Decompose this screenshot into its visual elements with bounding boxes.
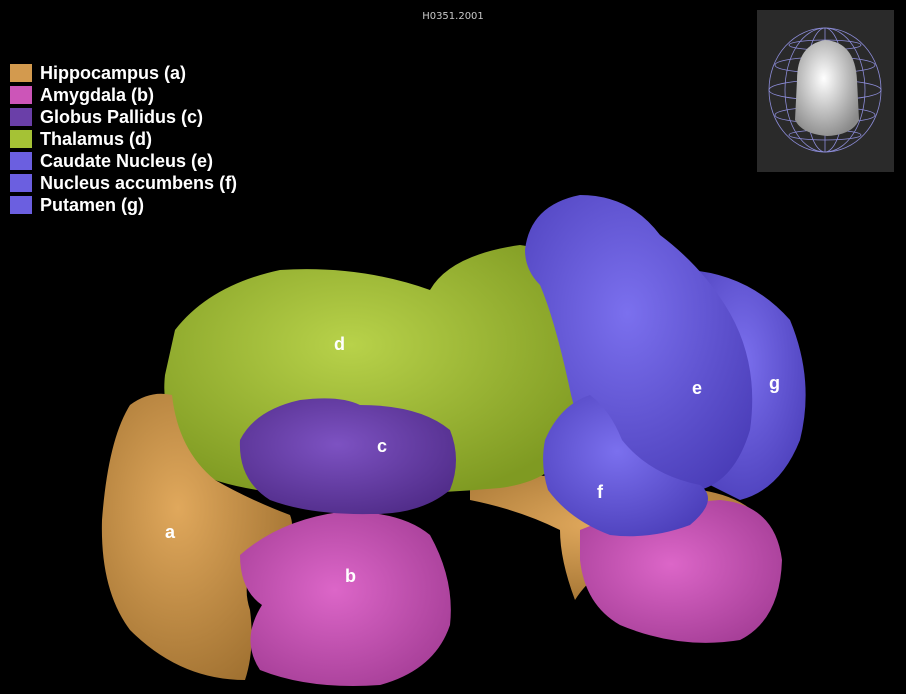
legend-swatch (10, 86, 32, 104)
legend-item: Putamen (g) (10, 194, 237, 216)
region-label-e: e (692, 378, 702, 398)
legend-swatch (10, 64, 32, 82)
legend-label: Amygdala (b) (40, 84, 155, 105)
region-label-a: a (165, 522, 176, 542)
region-label-f: f (597, 482, 604, 502)
legend-item: Nucleus accumbens (f) (10, 172, 237, 194)
legend: Hippocampus (a) Amygdala (b) Globus Pallid… (10, 62, 237, 216)
legend-label: Putamen (g) (40, 194, 145, 215)
legend-swatch (10, 174, 32, 192)
region-label-d: d (334, 334, 345, 354)
legend-item: Amygdala (b) (10, 84, 237, 106)
legend-item: Hippocampus (a) (10, 62, 237, 84)
legend-label: Globus Pallidus (c) (40, 106, 204, 127)
legend-label: Caudate Nucleus (e) (40, 150, 214, 171)
scene-title: H0351.2001 (422, 11, 484, 22)
left-hippocampus-shape (101, 393, 292, 680)
left-amygdala-shape (240, 511, 451, 686)
nucleus-accumbens-shape (543, 395, 708, 537)
legend-label: Hippocampus (a) (40, 62, 187, 83)
orientation-thumbnail[interactable] (757, 10, 894, 172)
legend-item: Caudate Nucleus (e) (10, 150, 237, 172)
legend-swatch (10, 130, 32, 148)
globus-pallidus-shape (239, 398, 456, 515)
legend-swatch (10, 196, 32, 214)
brain-sphere-thumbnail-icon (768, 27, 882, 153)
legend-swatch (10, 108, 32, 126)
legend-label: Thalamus (d) (40, 128, 153, 149)
region-label-c: c (377, 436, 387, 456)
legend-label: Nucleus accumbens (f) (40, 172, 238, 193)
region-label-g: g (769, 373, 780, 393)
legend-swatch (10, 152, 32, 170)
legend-item: Thalamus (d) (10, 128, 237, 150)
region-label-b: b (345, 566, 356, 586)
legend-item: Globus Pallidus (c) (10, 106, 237, 128)
